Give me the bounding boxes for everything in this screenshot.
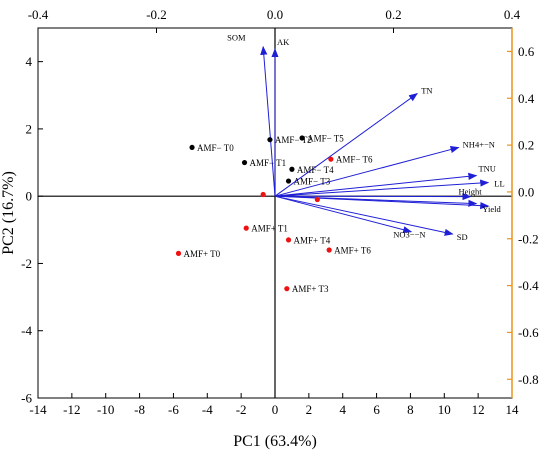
loading-label: NH4+−N [463, 139, 495, 149]
y-tick-label: 4 [26, 54, 33, 69]
loading-vector [274, 195, 413, 234]
x-tick-label: 10 [438, 402, 451, 417]
top-tick-label: 0.4 [504, 7, 521, 22]
loading-vector [274, 179, 490, 197]
loading-vector [274, 93, 418, 197]
score-label: AMF− T2 [275, 135, 312, 145]
x-tick-label: 12 [472, 402, 485, 417]
score-point [328, 156, 334, 162]
score-point [243, 225, 249, 231]
y-tick-label: 0 [26, 189, 33, 204]
score-label: AMF+ T1 [251, 224, 288, 234]
loading-vector [274, 172, 478, 197]
top-tick-label: 0.0 [267, 7, 283, 22]
loading-vector [260, 45, 276, 197]
score-point [175, 250, 182, 256]
x-tick-label: 0 [272, 402, 279, 417]
score-label: AMF+ T0 [184, 249, 221, 259]
x-tick-label: -2 [236, 402, 247, 417]
score-label: AMF− T4 [297, 165, 334, 175]
score-label: AMF− T6 [336, 155, 373, 165]
score-point [241, 159, 248, 166]
loading-vector [274, 195, 490, 210]
top-tick-label: -0.2 [146, 7, 167, 22]
x-tick-label: 2 [306, 402, 313, 417]
score-point [285, 178, 292, 184]
x-tick-label: 6 [373, 402, 380, 417]
top-tick-label: -0.4 [28, 7, 49, 22]
x-tick-label: 14 [506, 402, 520, 417]
right-tick-label: -0.4 [518, 278, 539, 293]
score-point [260, 191, 266, 198]
score-point [289, 166, 295, 172]
right-tick-label: -0.8 [518, 372, 539, 387]
score-label: AMF− T0 [197, 143, 234, 153]
y-tick-label: 2 [26, 121, 33, 136]
x-tick-label: -12 [63, 402, 80, 417]
score-point [285, 237, 292, 243]
loading-label: TN [421, 86, 432, 96]
loading-vector [274, 195, 454, 236]
loading-label: Yield [482, 204, 501, 214]
right-tick-label: 0.6 [518, 44, 535, 59]
score-label: AMF+ T6 [334, 246, 371, 256]
x-tick-label: -14 [29, 402, 47, 417]
right-tick-label: 0.0 [518, 184, 534, 199]
score-point [299, 135, 305, 141]
score-label: AMF+ T3 [292, 284, 329, 294]
x-tick-label: 4 [339, 402, 346, 417]
loading-label: Height [459, 187, 483, 197]
score-point [284, 286, 290, 292]
x-tick-label: -10 [97, 402, 114, 417]
right-tick-label: -0.6 [518, 325, 539, 340]
loading-label: SD [457, 232, 468, 242]
x-tick-label: -4 [202, 402, 213, 417]
y-tick-label: -4 [21, 323, 32, 338]
y-tick-label: -6 [21, 391, 32, 406]
score-point [267, 137, 273, 143]
top-tick-label: 0.2 [385, 7, 401, 22]
loading-label: TNU [478, 164, 495, 174]
x-tick-label: -8 [134, 402, 145, 417]
loading-label: AK [277, 37, 290, 47]
score-label: AMF− T3 [294, 177, 331, 187]
x-tick-label: 8 [407, 402, 414, 417]
score-label: AMF− T5 [307, 133, 344, 143]
loading-label: NO3−−N [393, 230, 425, 240]
score-label: AMF+ T4 [294, 235, 331, 245]
loading-label: LL [494, 179, 504, 189]
y-axis-title: PC2 (16.7%) [0, 171, 17, 255]
score-point [189, 144, 195, 151]
right-tick-label: 0.2 [518, 138, 534, 153]
score-label: AMF− T1 [250, 158, 287, 168]
loading-vector [274, 146, 460, 197]
score-point [314, 196, 320, 203]
score-point [326, 247, 332, 253]
loading-label: SOM [227, 33, 246, 43]
x-tick-label: -6 [168, 402, 179, 417]
right-tick-label: 0.4 [518, 91, 535, 106]
y-tick-label: -2 [21, 256, 32, 271]
right-tick-label: -0.2 [518, 231, 539, 246]
x-axis-title: PC1 (63.4%) [233, 433, 317, 450]
